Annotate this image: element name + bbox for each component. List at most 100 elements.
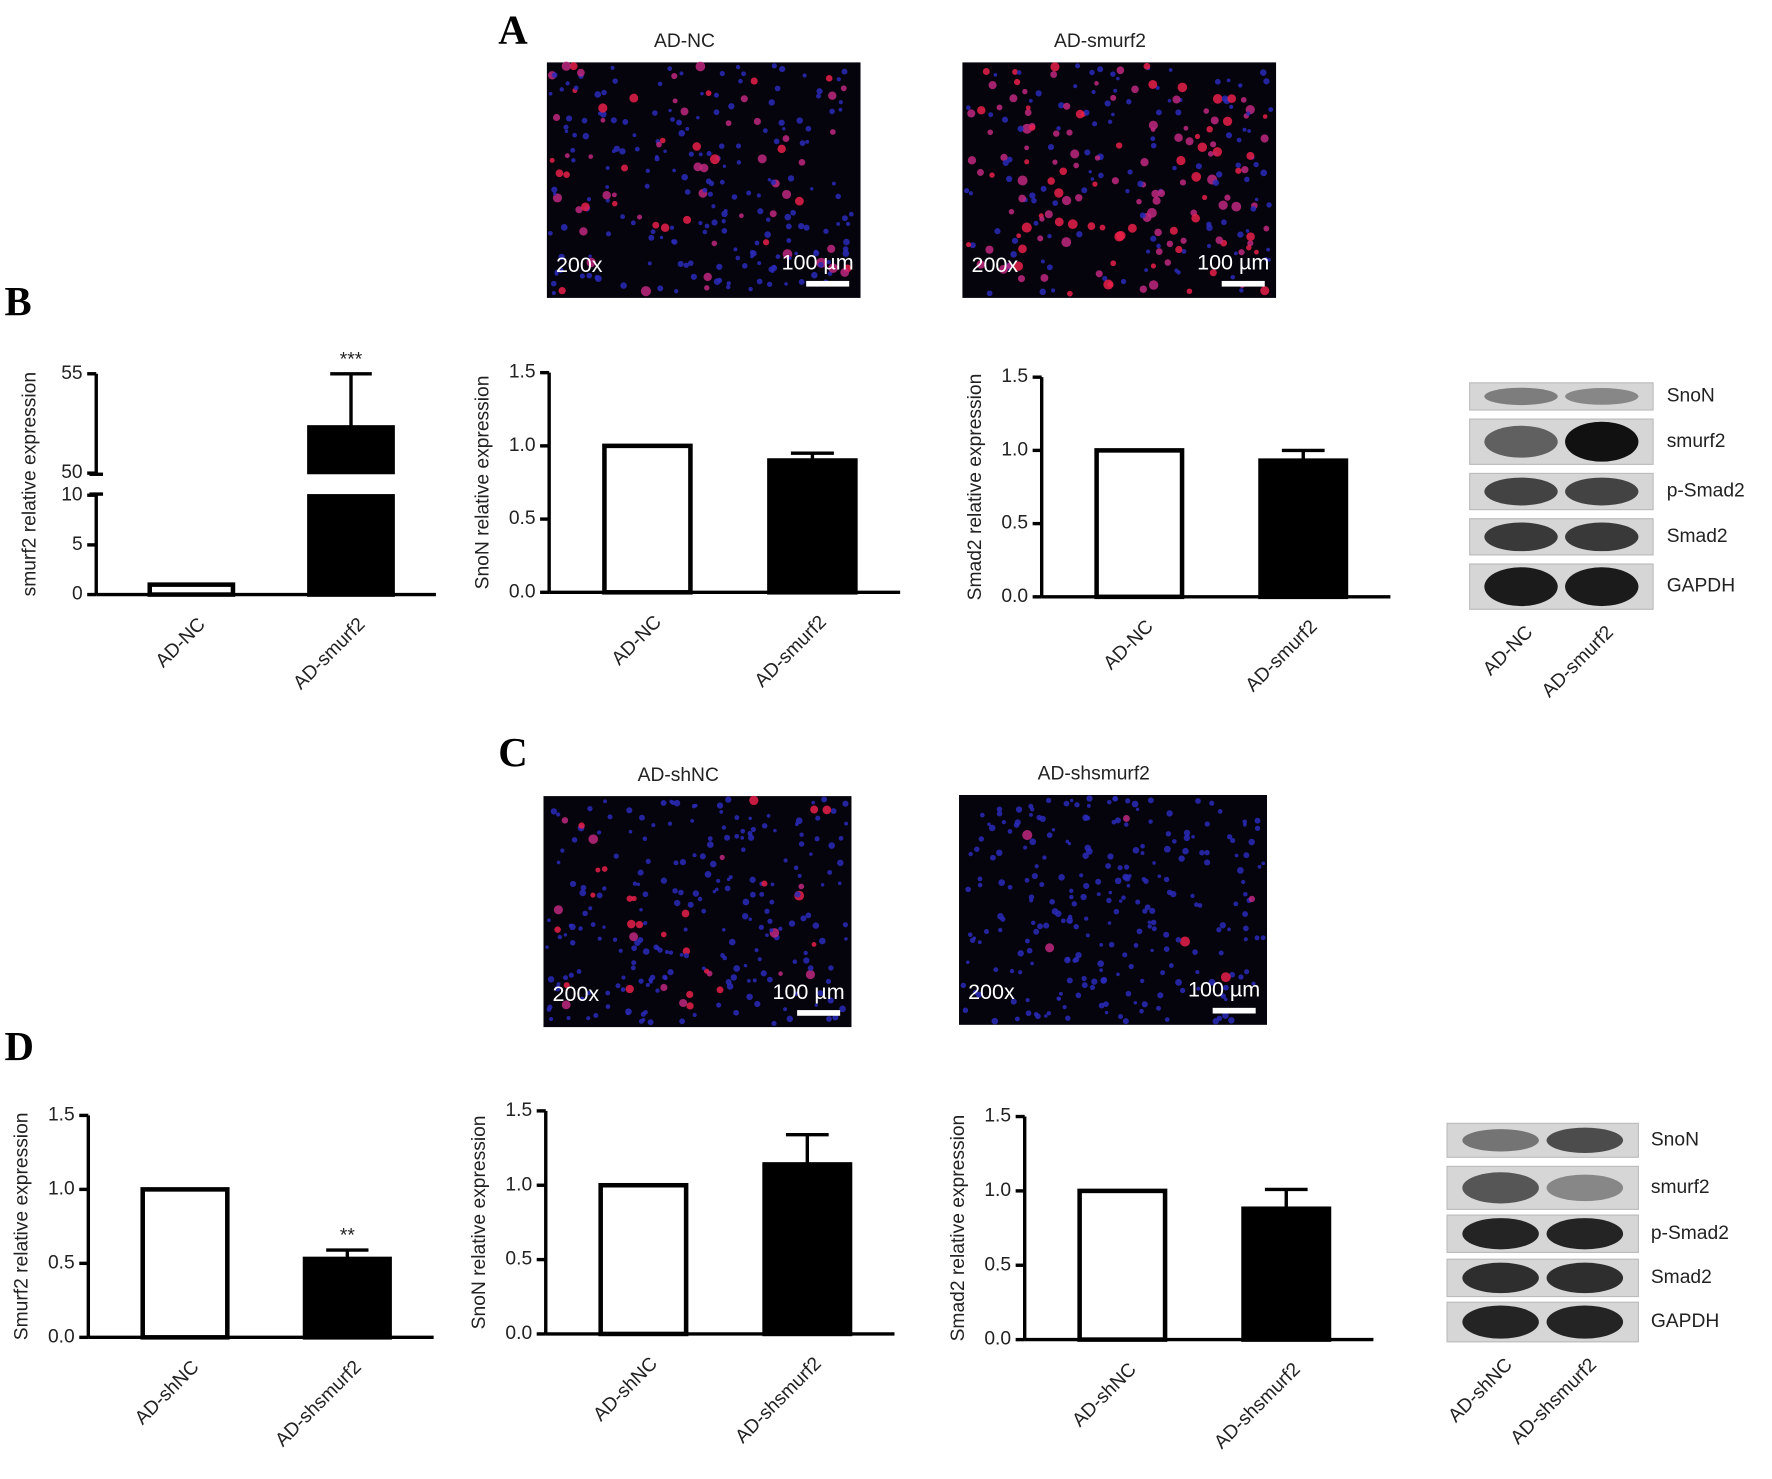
cell [832,1014,839,1021]
cell [1009,968,1015,974]
cell [1073,84,1078,89]
cell [620,987,626,992]
cell [545,945,549,949]
cell [684,189,691,195]
blot-band [1484,477,1558,506]
cell [788,256,792,260]
cell [749,795,759,806]
cell [836,221,841,226]
cell [1128,963,1134,970]
cell [1224,194,1231,201]
cell [977,106,986,115]
cell [621,975,626,980]
cell [1136,928,1143,935]
cell [805,969,816,980]
bar [147,582,236,597]
y-tick-label: 0.5 [505,1249,532,1270]
cell [1139,978,1145,984]
y-tick-label: 1.0 [984,1180,1011,1201]
cell [1005,175,1013,183]
cell [571,837,578,843]
cell [1260,169,1268,177]
cell [620,282,627,289]
cell [747,834,755,841]
cell [1147,920,1152,924]
cell [757,208,764,215]
cell [660,931,667,938]
cell [1031,197,1037,204]
cell [1157,992,1164,999]
cell [1144,904,1151,911]
cell [810,187,814,191]
cell [713,109,720,116]
cell [1040,185,1047,192]
cell [586,197,592,202]
cell [1111,112,1115,117]
cell [754,948,759,953]
cell [750,826,756,833]
cell [734,815,740,821]
cell [769,899,775,905]
cell [557,934,563,940]
cell [750,250,757,257]
cell [771,1020,777,1027]
band-label: GAPDH [1651,1311,1719,1332]
blot-band [1546,1218,1624,1250]
cell [1010,251,1017,258]
cell [1098,1002,1105,1009]
cell [1154,228,1162,237]
cell [773,828,777,833]
blot-band [1565,388,1639,405]
cell [1075,194,1083,202]
cell [1225,132,1233,139]
cell [1127,223,1137,233]
cell [619,148,626,155]
blot-band [1565,522,1639,552]
cell [821,796,828,803]
cell [645,168,651,174]
cell [1268,107,1274,113]
cell [569,880,577,888]
cell [838,107,843,112]
cell [1247,129,1251,133]
cell [1024,145,1030,151]
blot-band [1462,1172,1539,1204]
cell [1068,920,1072,924]
blot-band [1462,1305,1539,1339]
cell [548,1016,554,1022]
cell [830,808,837,814]
cell [1217,809,1223,814]
cell [996,806,1003,813]
cell [1150,136,1156,142]
cell [1204,859,1211,866]
cell [556,860,561,865]
cell [1016,233,1022,239]
cell [1114,231,1125,242]
scale-bar [1221,280,1265,287]
cell [1180,987,1186,994]
cell [547,1004,553,1010]
cell [631,895,637,902]
cell [1070,149,1080,159]
cell [698,152,703,157]
cell [799,140,806,146]
cell [621,164,629,172]
cell [569,62,578,71]
cell [1058,102,1065,109]
cell [1028,98,1033,103]
cell [1037,235,1044,242]
cell [596,830,602,835]
cell [1083,882,1090,890]
cell [1091,978,1098,985]
cell [1262,114,1268,119]
cell [1010,998,1017,1005]
cell [628,829,633,834]
cell [1056,126,1061,131]
cell [787,175,795,182]
cell [996,849,1003,857]
cell [784,282,788,286]
cell [724,834,731,841]
blot-band [1546,1127,1624,1154]
cell [786,1015,794,1023]
cell [993,72,998,77]
